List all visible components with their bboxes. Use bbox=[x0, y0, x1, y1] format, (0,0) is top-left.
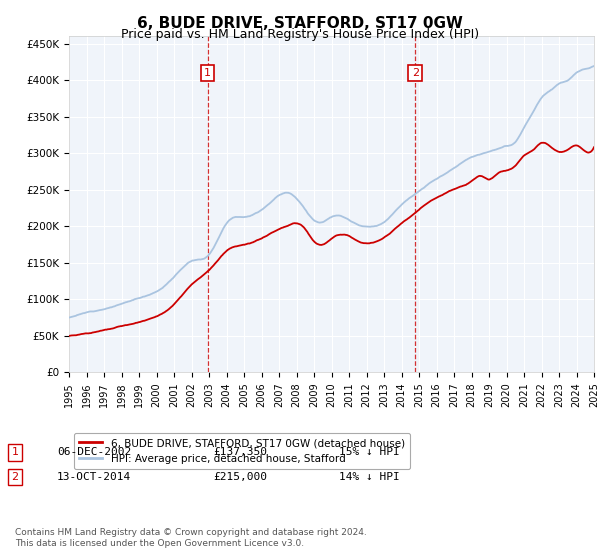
Text: 06-DEC-2002: 06-DEC-2002 bbox=[57, 447, 131, 458]
Text: 14% ↓ HPI: 14% ↓ HPI bbox=[339, 472, 400, 482]
Text: 1: 1 bbox=[11, 447, 19, 458]
Text: 6, BUDE DRIVE, STAFFORD, ST17 0GW: 6, BUDE DRIVE, STAFFORD, ST17 0GW bbox=[137, 16, 463, 31]
Text: £215,000: £215,000 bbox=[213, 472, 267, 482]
Text: 13-OCT-2014: 13-OCT-2014 bbox=[57, 472, 131, 482]
Text: 2: 2 bbox=[11, 472, 19, 482]
Text: Contains HM Land Registry data © Crown copyright and database right 2024.
This d: Contains HM Land Registry data © Crown c… bbox=[15, 528, 367, 548]
Text: 15% ↓ HPI: 15% ↓ HPI bbox=[339, 447, 400, 458]
Text: 2: 2 bbox=[412, 68, 419, 78]
Text: Price paid vs. HM Land Registry's House Price Index (HPI): Price paid vs. HM Land Registry's House … bbox=[121, 28, 479, 41]
Text: 1: 1 bbox=[204, 68, 211, 78]
Text: £137,350: £137,350 bbox=[213, 447, 267, 458]
Legend: 6, BUDE DRIVE, STAFFORD, ST17 0GW (detached house), HPI: Average price, detached: 6, BUDE DRIVE, STAFFORD, ST17 0GW (detac… bbox=[74, 433, 410, 469]
